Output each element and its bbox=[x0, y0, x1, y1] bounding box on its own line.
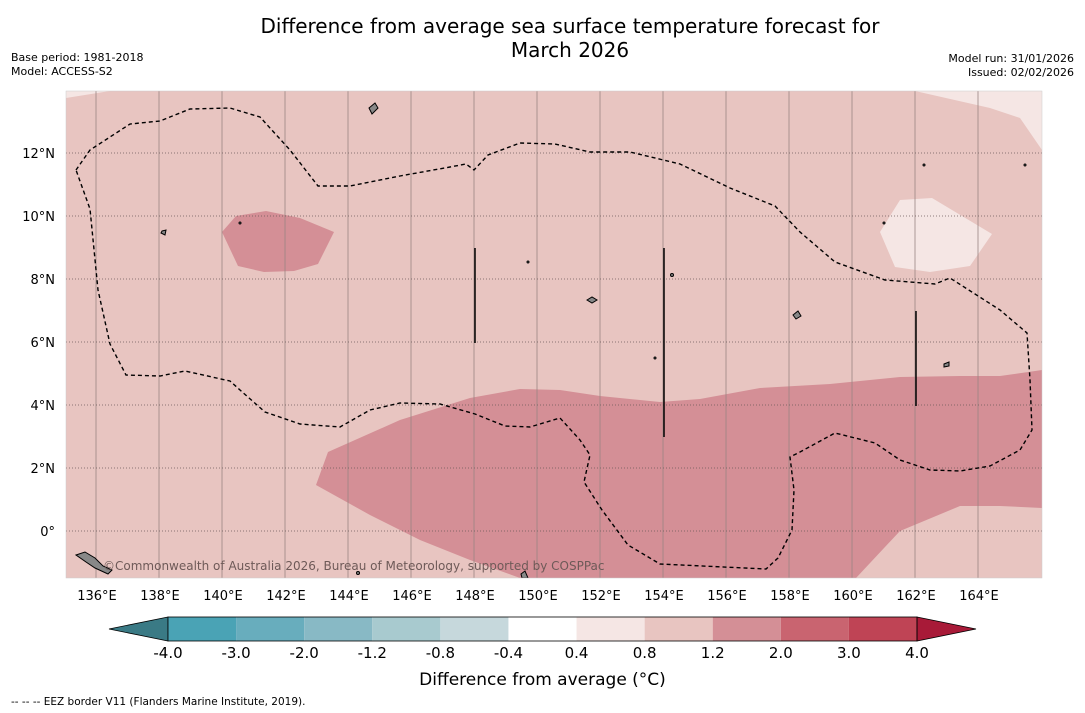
lon-label: 164°E bbox=[959, 589, 999, 604]
colorbar-tick-label: -0.8 bbox=[425, 644, 455, 662]
latitude-labels: 12°N 10°N 8°N 6°N 4°N 2°N 0° bbox=[22, 147, 55, 540]
lat-label: 10°N bbox=[22, 210, 55, 225]
colorbar-tick-label: 0.4 bbox=[564, 644, 589, 662]
lat-label: 4°N bbox=[31, 399, 56, 414]
lat-label: 6°N bbox=[31, 336, 56, 351]
copyright-notice: ©Commonwealth of Australia 2026, Bureau … bbox=[103, 559, 605, 573]
base-period: Base period: 1981-2018 bbox=[11, 51, 144, 64]
colorbar bbox=[108, 616, 977, 642]
colorbar-extend-low bbox=[108, 616, 169, 642]
lon-label: 148°E bbox=[455, 589, 495, 604]
colorbar-tick-label: 2.0 bbox=[768, 644, 793, 662]
lat-label: 8°N bbox=[31, 273, 56, 288]
map-title: Difference from average sea surface temp… bbox=[180, 14, 960, 62]
anomaly-region-east-blob bbox=[880, 198, 992, 272]
colorbar-segment bbox=[644, 617, 713, 641]
colorbar-segment bbox=[440, 617, 509, 641]
lon-label: 156°E bbox=[707, 589, 747, 604]
colorbar-segment bbox=[372, 617, 441, 641]
issued-date: Issued: 02/02/2026 bbox=[967, 66, 1074, 79]
title-line-1: Difference from average sea surface temp… bbox=[260, 14, 880, 38]
colorbar-segment bbox=[168, 617, 237, 641]
title-line-2: March 2026 bbox=[510, 38, 630, 62]
footnote-eez: -- -- -- EEZ border V11 (Flanders Marine… bbox=[11, 696, 306, 708]
lon-label: 144°E bbox=[329, 589, 369, 604]
colorbar-tick-label: -0.4 bbox=[493, 644, 524, 662]
anomaly-region-topright bbox=[915, 91, 1042, 150]
colorbar-tick-label: -4.0 bbox=[153, 644, 183, 662]
colorbar-segment bbox=[848, 617, 917, 641]
islands bbox=[74, 102, 1027, 578]
eez-border-dashed bbox=[75, 107, 1033, 570]
meta-left: Base period: 1981-2018 Model: ACCESS-S2 bbox=[11, 51, 143, 79]
meridian-lines bbox=[95, 91, 979, 578]
colorbar-title: Difference from average (°C) bbox=[419, 670, 666, 690]
colorbar-tick-label: 3.0 bbox=[836, 644, 861, 662]
lat-label: 2°N bbox=[31, 462, 56, 477]
lon-label: 162°E bbox=[896, 589, 936, 604]
colorbar-tick-label: -2.0 bbox=[289, 644, 319, 662]
colorbar-segment bbox=[236, 617, 305, 641]
meta-right: Model run: 31/01/2026 Issued: 02/02/2026 bbox=[948, 52, 1074, 80]
colorbar-segment bbox=[304, 617, 373, 641]
model-run: Model run: 31/01/2026 bbox=[948, 52, 1074, 65]
lon-label: 158°E bbox=[770, 589, 810, 604]
lon-label: 154°E bbox=[644, 589, 684, 604]
anomaly-region-south-band bbox=[316, 370, 1042, 578]
lat-label: 12°N bbox=[22, 147, 55, 162]
colorbar-frame bbox=[167, 616, 918, 642]
colorbar-tick-label: 1.2 bbox=[700, 644, 725, 662]
colorbar-extend-high bbox=[916, 616, 977, 642]
lon-label: 136°E bbox=[77, 589, 117, 604]
eez-solid-segments bbox=[474, 248, 917, 437]
anomaly-region-topleft bbox=[66, 91, 110, 98]
colorbar-segment bbox=[712, 617, 781, 641]
lon-label: 138°E bbox=[140, 589, 180, 604]
model-name: Model: ACCESS-S2 bbox=[11, 65, 113, 78]
parallel-lines bbox=[66, 152, 1042, 532]
colorbar-tick-label: -1.2 bbox=[357, 644, 387, 662]
colorbar-segment bbox=[780, 617, 849, 641]
lon-label: 152°E bbox=[581, 589, 621, 604]
lon-label: 146°E bbox=[392, 589, 432, 604]
colorbar-tick-label: 4.0 bbox=[905, 644, 929, 662]
lat-label: 0° bbox=[40, 525, 55, 540]
lon-label: 150°E bbox=[518, 589, 558, 604]
colorbar-tick-label: -3.0 bbox=[221, 644, 251, 662]
longitude-labels: 136°E 138°E 140°E 142°E 144°E 146°E 148°… bbox=[77, 589, 999, 604]
anomaly-region-nw-blob bbox=[222, 211, 334, 272]
lon-label: 142°E bbox=[266, 589, 306, 604]
colorbar-segment bbox=[508, 617, 577, 641]
colorbar-segment bbox=[576, 617, 645, 641]
colorbar-tick-label: 0.8 bbox=[632, 644, 657, 662]
map-frame bbox=[65, 90, 1043, 579]
lon-label: 160°E bbox=[833, 589, 873, 604]
lon-label: 140°E bbox=[203, 589, 243, 604]
